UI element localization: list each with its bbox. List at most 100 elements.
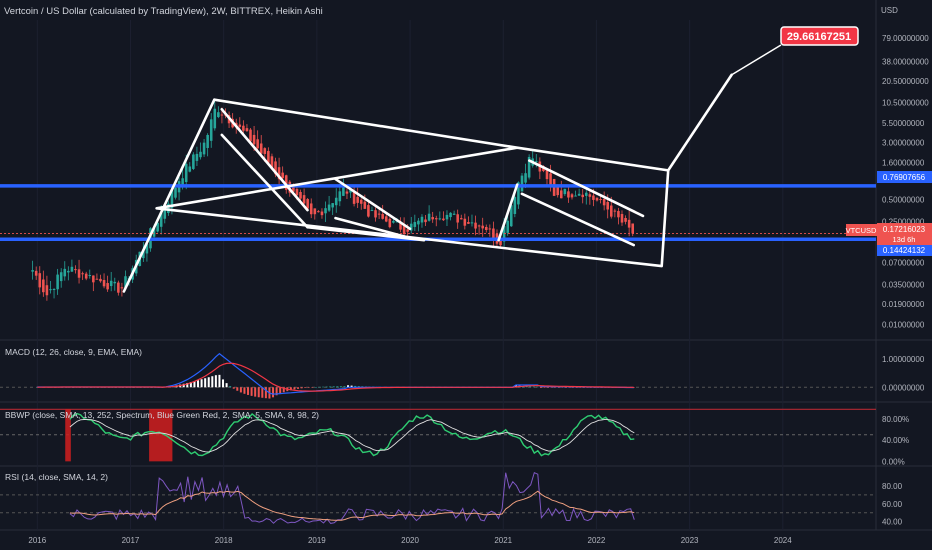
bbwp-line [69, 412, 635, 457]
year-tick-label: 2024 [774, 536, 792, 545]
macd-histogram-bar [536, 386, 539, 388]
macd-histogram-bar [525, 386, 528, 388]
candle-body [188, 166, 192, 172]
chart-title: Vertcoin / US Dollar (calculated by Trad… [4, 6, 323, 17]
candle-body [238, 124, 242, 127]
macd-histogram-bar [539, 387, 542, 388]
macd-histogram-bar [307, 387, 310, 388]
candle-body [88, 274, 92, 277]
currency-label: USD [881, 6, 898, 15]
candle-body [617, 211, 620, 218]
candle-body [209, 119, 213, 141]
candle-body [70, 266, 74, 272]
candle-body [463, 218, 467, 226]
inner-channel-3-top [527, 159, 645, 218]
impulse-line-2 [497, 183, 519, 242]
candle-body [84, 273, 88, 279]
candle-body [620, 214, 624, 223]
macd-histogram-bar [232, 387, 235, 389]
macd-panel [0, 352, 876, 399]
resistance-value: 0.76907656 [883, 173, 926, 182]
candle-body [556, 186, 559, 196]
candle-body [142, 249, 145, 259]
candle-body [259, 143, 263, 154]
candle-body [306, 199, 309, 209]
impulse-line-1 [122, 98, 216, 293]
macd-histogram-bar [204, 378, 207, 388]
candle-body [409, 223, 413, 231]
price-tick-label: 38.00000000 [882, 58, 929, 67]
candle-body [120, 287, 124, 289]
candle-body [374, 210, 377, 218]
macd-histogram-bar [572, 387, 575, 388]
price-tick-label: 5.50000000 [882, 119, 925, 128]
candle-body [631, 223, 635, 234]
candle-body [267, 150, 270, 163]
candle-body [334, 197, 338, 206]
candle-body [367, 205, 370, 217]
current-price-tag: 0.17216023 13d 6h [877, 223, 932, 245]
candle-body [534, 161, 538, 163]
candle-body [109, 280, 113, 287]
macd-histogram-bar [182, 383, 185, 388]
macd-histogram-bar [350, 385, 353, 388]
candle-body [152, 227, 156, 237]
price-tick-label: 0.07000000 [882, 258, 925, 267]
macd-histogram-bar [297, 387, 300, 389]
candle-body [445, 214, 449, 220]
candle-body [459, 218, 463, 220]
candle-body [370, 210, 374, 212]
candle-body [38, 273, 42, 288]
candle-body [492, 228, 495, 240]
macd-histogram-bar [250, 387, 253, 396]
macd-histogram-bar [279, 387, 282, 394]
candle-body [484, 226, 488, 230]
candle-body [609, 205, 613, 217]
candle-body [627, 219, 631, 228]
price-tick-label: 0.01900000 [882, 300, 925, 309]
macd-histogram-bar [304, 387, 307, 388]
inner-channel-1-bottom [220, 133, 309, 229]
candle-body [449, 212, 452, 218]
candle-body [49, 289, 52, 291]
candle-body [117, 282, 120, 293]
macd-histogram-bar [347, 385, 350, 388]
candle-body [545, 168, 549, 180]
candle-body [59, 272, 63, 282]
macd-histogram-bar [214, 375, 217, 388]
candle-body [356, 196, 359, 203]
resistance-price-tag: 0.76907656 [877, 171, 932, 183]
symbol-text: VTCUSD [846, 226, 877, 235]
macd-histogram-bar [554, 387, 557, 388]
price-tick-label: 1.60000000 [882, 159, 925, 168]
candle-body [270, 156, 274, 168]
candle-body [577, 193, 581, 196]
macd-histogram-bar [561, 387, 564, 388]
bbwp-tick-label: 0.00% [882, 457, 905, 466]
candle-body [406, 229, 409, 232]
candle-body [488, 228, 492, 230]
macd-histogram-bar [550, 387, 553, 388]
candle-body [256, 139, 259, 149]
candle-body [174, 187, 177, 198]
candle-body [284, 175, 288, 190]
candle-body [31, 270, 34, 272]
candle-body [302, 195, 306, 204]
macd-histogram-bar [254, 387, 257, 397]
year-tick-label: 2022 [588, 536, 606, 545]
price-axis[interactable]: 79.00000000 38.00000000 20.50000000 10.5000… [882, 34, 929, 526]
candle-body [167, 203, 170, 213]
candle-body [567, 191, 570, 198]
candle-body [592, 195, 595, 200]
macd-histogram-bar [582, 387, 585, 388]
candle-body [599, 199, 602, 201]
target-connector [731, 44, 782, 76]
candle-body [417, 220, 420, 225]
bbwp-ma-line [69, 418, 635, 453]
time-axis[interactable]: 2016 2017 2018 2019 2020 2021 2022 2023 2024 [28, 536, 792, 545]
candle-body [220, 114, 224, 116]
candle-body [92, 275, 95, 283]
macd-tick-label: 0.00000000 [882, 383, 925, 392]
year-tick-label: 2018 [215, 536, 233, 545]
